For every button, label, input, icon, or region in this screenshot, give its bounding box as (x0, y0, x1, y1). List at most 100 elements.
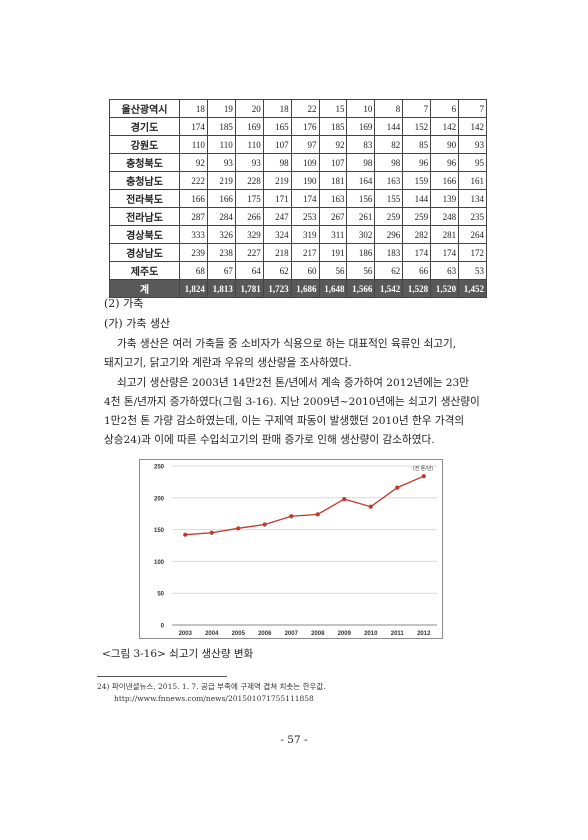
value-cell: 107 (318, 153, 348, 172)
data-point (421, 474, 426, 479)
value-cell: 139 (430, 189, 460, 208)
value-cell: 218 (262, 243, 292, 262)
paragraph-line: 가축 생산은 여러 가축들 중 소비자가 식용으로 하는 대표적인 육류인 쇠고… (117, 338, 457, 350)
value-cell: 235 (458, 207, 487, 226)
value-cell: 93 (206, 153, 236, 172)
value-cell: 134 (458, 189, 487, 208)
value-cell: 64 (234, 261, 264, 280)
region-name-cell: 울산광역시 (109, 99, 180, 118)
value-cell: 60 (290, 261, 320, 280)
value-cell: 97 (290, 135, 320, 154)
value-cell: 156 (346, 189, 376, 208)
value-cell: 219 (206, 171, 236, 190)
value-cell: 296 (374, 225, 404, 244)
value-cell: 1,813 (206, 279, 236, 298)
value-cell: 217 (290, 243, 320, 262)
table-row: 충청남도 222 219 228 219 190 181 164 163 159 166 161 (109, 171, 487, 190)
value-cell: 98 (374, 153, 404, 172)
value-cell: 166 (179, 189, 208, 208)
value-cell: 95 (458, 153, 487, 172)
series-line (185, 475, 425, 536)
data-point (368, 504, 373, 509)
x-tick-label: 2005 (232, 631, 246, 637)
value-cell: 19 (206, 99, 236, 118)
footnote-url: http://www.fnnews.com/news/2015010717551… (114, 694, 314, 703)
value-cell: 83 (346, 135, 376, 154)
value-cell: 159 (402, 171, 432, 190)
value-cell: 67 (206, 261, 236, 280)
value-cell: 181 (318, 171, 348, 190)
value-cell: 266 (234, 207, 264, 226)
region-name-cell: 전라북도 (109, 189, 180, 208)
value-cell: 319 (290, 225, 320, 244)
value-cell: 253 (290, 207, 320, 226)
value-cell: 248 (430, 207, 460, 226)
region-name-cell: 경상북도 (109, 225, 180, 244)
value-cell: 191 (318, 243, 348, 262)
value-cell: 85 (402, 135, 432, 154)
value-cell: 169 (234, 117, 264, 136)
table-row: 경상남도 239 238 227 218 217 191 186 183 174 174 172 (109, 243, 487, 262)
subsection-heading: (가) 가축 생산 (104, 317, 171, 330)
value-cell: 1,781 (234, 279, 264, 298)
value-cell: 311 (318, 225, 348, 244)
value-cell: 190 (290, 171, 320, 190)
value-cell: 53 (458, 261, 487, 280)
value-cell: 93 (458, 135, 487, 154)
table-row: 전라북도 166 166 175 171 174 163 156 155 144 139 134 (109, 189, 487, 208)
data-point (289, 514, 294, 519)
region-name-cell: 제주도 (109, 261, 180, 280)
value-cell: 174 (402, 243, 432, 262)
footnote: 24) 파이낸셜뉴스, 2015. 1. 7. 공급 부족에 구제역 겹쳐 치솟… (97, 681, 326, 705)
x-tick-label: 2011 (391, 631, 405, 637)
value-cell: 144 (402, 189, 432, 208)
value-cell: 161 (458, 171, 487, 190)
value-cell: 284 (206, 207, 236, 226)
total-row: 계 1,824 1,813 1,781 1,723 1,686 1,648 1,566 1,54… (109, 279, 487, 298)
data-point (209, 530, 214, 535)
value-cell: 174 (290, 189, 320, 208)
x-tick-label: 2010 (364, 631, 378, 637)
data-point (395, 485, 400, 490)
value-cell: 144 (374, 117, 404, 136)
value-cell: 185 (318, 117, 348, 136)
value-cell: 261 (346, 207, 376, 226)
y-tick-label: 0 (161, 624, 165, 630)
x-tick-label: 2008 (311, 631, 325, 637)
value-cell: 8 (374, 99, 404, 118)
value-cell: 171 (262, 189, 292, 208)
value-cell: 7 (402, 99, 432, 118)
paragraph-line: 1만2천 톤 가량 감소하였는데, 이는 구제역 파동이 발생했던 2010년 … (104, 415, 465, 427)
value-cell: 1,566 (346, 279, 376, 298)
value-cell: 169 (346, 117, 376, 136)
paragraph-line: 4천 톤/년까지 증가하였다(그림 3-16). 지난 2009년~2010년에… (104, 396, 480, 408)
value-cell: 56 (318, 261, 348, 280)
value-cell: 1,723 (262, 279, 292, 298)
value-cell: 172 (458, 243, 487, 262)
value-cell: 98 (346, 153, 376, 172)
value-cell: 163 (318, 189, 348, 208)
value-cell: 92 (179, 153, 208, 172)
value-cell: 326 (206, 225, 236, 244)
region-name-cell: 충청북도 (109, 153, 180, 172)
region-name-cell: 계 (109, 279, 180, 298)
region-name-cell: 충청남도 (109, 171, 180, 190)
x-tick-label: 2003 (179, 631, 193, 637)
data-point (236, 526, 241, 531)
value-cell: 264 (458, 225, 487, 244)
value-cell: 93 (234, 153, 264, 172)
value-cell: 174 (430, 243, 460, 262)
y-tick-label: 250 (154, 465, 165, 471)
table-row: 강원도 110 110 110 107 97 92 83 82 85 90 93 (109, 135, 487, 154)
value-cell: 267 (318, 207, 348, 226)
paragraph-line: 쇠고기 생산량은 2003년 14만2천 톤/년에서 계속 증가하여 2012년… (117, 377, 470, 389)
y-tick-label: 150 (154, 528, 165, 534)
value-cell: 110 (234, 135, 264, 154)
value-cell: 324 (262, 225, 292, 244)
paragraph-line: 상승24)과 이에 따른 수입쇠고기의 판매 증가로 인해 생산량이 감소하였다… (104, 434, 435, 446)
table-row: 울산광역시 18 19 20 18 22 15 10 8 7 6 7 (109, 99, 487, 118)
value-cell: 239 (179, 243, 208, 262)
value-cell: 62 (374, 261, 404, 280)
footnote-divider (97, 676, 227, 677)
table-row: 경기도 174 185 169 165 176 185 169 144 152 142 142 (109, 117, 487, 136)
